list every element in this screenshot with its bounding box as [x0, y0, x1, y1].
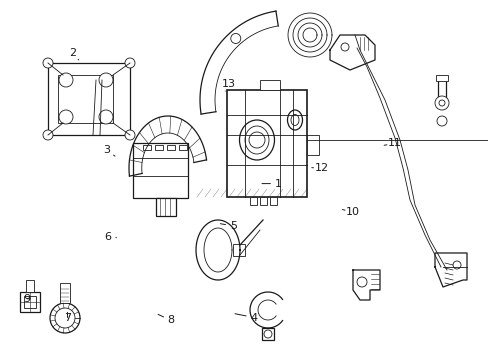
- Circle shape: [436, 116, 446, 126]
- Text: 4: 4: [250, 312, 257, 323]
- Circle shape: [55, 308, 75, 328]
- Circle shape: [438, 100, 444, 106]
- Circle shape: [125, 130, 135, 140]
- Bar: [232, 244, 244, 256]
- Text: 6: 6: [104, 232, 111, 242]
- Text: 5: 5: [230, 221, 237, 231]
- Bar: [60, 283, 70, 303]
- Bar: [269, 197, 276, 205]
- Bar: [260, 197, 266, 205]
- Ellipse shape: [287, 110, 302, 130]
- Bar: [167, 145, 175, 150]
- Circle shape: [230, 33, 240, 44]
- Bar: [58, 75, 113, 123]
- Text: 2: 2: [69, 48, 76, 58]
- Bar: [249, 197, 257, 205]
- Circle shape: [59, 110, 73, 124]
- Bar: [437, 76, 445, 98]
- Bar: [142, 145, 151, 150]
- Text: 7: 7: [64, 312, 71, 323]
- Circle shape: [125, 58, 135, 68]
- Bar: [179, 145, 186, 150]
- Ellipse shape: [290, 114, 298, 126]
- Bar: [26, 280, 34, 292]
- Bar: [156, 198, 176, 216]
- Circle shape: [59, 73, 73, 87]
- Circle shape: [43, 58, 53, 68]
- Bar: [24, 296, 36, 308]
- Circle shape: [99, 73, 113, 87]
- Circle shape: [248, 132, 264, 148]
- Bar: [155, 145, 163, 150]
- Text: 13: 13: [222, 78, 235, 89]
- Text: 10: 10: [346, 207, 359, 217]
- Bar: [20, 292, 40, 312]
- Bar: [226, 90, 306, 197]
- Text: 12: 12: [314, 163, 328, 174]
- Circle shape: [99, 110, 113, 124]
- Ellipse shape: [244, 126, 268, 154]
- Circle shape: [43, 130, 53, 140]
- Text: 8: 8: [167, 315, 174, 325]
- Circle shape: [452, 261, 460, 269]
- Text: 1: 1: [275, 179, 282, 189]
- Circle shape: [264, 330, 271, 338]
- Circle shape: [50, 303, 80, 333]
- Bar: [435, 75, 447, 81]
- Bar: [48, 63, 130, 135]
- Bar: [133, 143, 187, 198]
- Text: 9: 9: [23, 294, 30, 304]
- Bar: [260, 80, 280, 90]
- Bar: [262, 328, 273, 340]
- Circle shape: [340, 43, 348, 51]
- Circle shape: [434, 96, 448, 110]
- Circle shape: [356, 277, 366, 287]
- Text: 3: 3: [103, 145, 110, 156]
- Text: 11: 11: [387, 138, 401, 148]
- Bar: [306, 135, 318, 155]
- Ellipse shape: [239, 120, 274, 160]
